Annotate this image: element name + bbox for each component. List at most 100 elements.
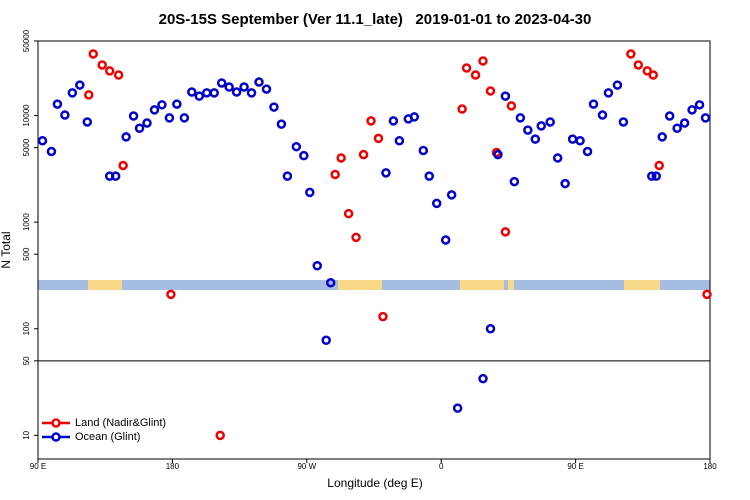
point xyxy=(254,77,264,87)
legend-marker xyxy=(51,432,61,442)
point xyxy=(575,135,585,146)
legend-label: Ocean (Glint) xyxy=(75,431,140,443)
point xyxy=(113,70,124,80)
point xyxy=(506,101,517,111)
point xyxy=(37,135,48,146)
surface-strip xyxy=(38,280,710,290)
point xyxy=(84,90,94,100)
x-tick-label: 90 E xyxy=(567,462,583,471)
point xyxy=(269,102,279,112)
point xyxy=(633,60,644,70)
y-tick-label: 5000 xyxy=(22,138,31,156)
point xyxy=(582,146,593,157)
x-tick-label: 180 xyxy=(703,462,717,471)
point xyxy=(128,111,139,121)
point xyxy=(418,145,429,156)
point xyxy=(478,56,488,66)
point xyxy=(97,60,107,70)
point xyxy=(500,91,511,101)
point xyxy=(179,113,190,123)
point xyxy=(642,66,653,76)
point xyxy=(651,171,661,181)
point xyxy=(291,141,302,152)
point xyxy=(687,105,697,115)
point xyxy=(654,160,664,171)
point xyxy=(672,123,682,133)
point xyxy=(312,260,323,271)
point xyxy=(246,88,257,98)
point xyxy=(121,132,131,142)
plot-frame xyxy=(37,40,711,460)
point xyxy=(648,70,659,80)
point xyxy=(282,171,293,181)
point xyxy=(515,113,526,123)
point xyxy=(164,113,175,123)
x-tick-label: 90 W xyxy=(297,462,316,471)
point xyxy=(446,190,457,200)
point xyxy=(485,323,496,334)
x-axis-label: Longitude (deg E) xyxy=(327,476,422,490)
point xyxy=(187,87,197,97)
point xyxy=(366,116,376,126)
point xyxy=(523,125,533,135)
point xyxy=(647,171,657,181)
point xyxy=(500,227,511,237)
point xyxy=(299,150,309,161)
y-tick-label: 100 xyxy=(22,322,31,336)
x-tick-label: 90 E xyxy=(30,462,46,471)
chart-title: 20S-15S September (Ver 11.1_late) 2019-0… xyxy=(159,11,592,28)
point xyxy=(157,100,167,110)
point xyxy=(224,82,234,92)
point xyxy=(134,123,145,133)
point xyxy=(457,104,467,114)
legend-marker xyxy=(51,418,61,428)
point xyxy=(679,118,690,128)
point xyxy=(603,88,614,98)
point xyxy=(694,100,705,110)
point xyxy=(201,88,212,98)
point xyxy=(325,278,336,288)
point xyxy=(409,112,420,122)
legend-label: Land (Nadir&Glint) xyxy=(75,417,166,429)
point xyxy=(485,86,496,96)
point xyxy=(351,232,361,243)
point xyxy=(110,171,121,181)
y-tick-label: 50000 xyxy=(22,29,31,52)
x-tick-label: 0 xyxy=(439,462,444,471)
point xyxy=(46,146,57,157)
point xyxy=(358,149,369,160)
point xyxy=(261,84,272,94)
point xyxy=(618,117,629,127)
y-tick-label: 1000 xyxy=(22,213,31,231)
point xyxy=(664,111,675,121)
point xyxy=(378,311,388,322)
point xyxy=(452,403,463,413)
point xyxy=(209,88,219,98)
point xyxy=(626,49,636,59)
point xyxy=(597,110,608,120)
point xyxy=(470,70,481,80)
point xyxy=(104,66,115,76)
point xyxy=(52,99,63,109)
point xyxy=(82,117,93,127)
point xyxy=(394,135,405,146)
point xyxy=(67,88,78,98)
point xyxy=(330,169,340,180)
point xyxy=(478,373,488,384)
point xyxy=(612,80,623,90)
point xyxy=(142,118,152,128)
point xyxy=(588,99,599,109)
y-axis-label: N Total xyxy=(0,231,13,268)
point xyxy=(536,121,547,131)
point xyxy=(530,134,541,144)
point xyxy=(60,110,70,120)
point xyxy=(440,235,451,245)
point xyxy=(88,49,99,59)
y-tick-label: 50 xyxy=(22,356,31,365)
point xyxy=(336,153,346,163)
point xyxy=(545,117,555,127)
point xyxy=(343,208,354,219)
point xyxy=(373,133,384,144)
point xyxy=(118,160,128,171)
